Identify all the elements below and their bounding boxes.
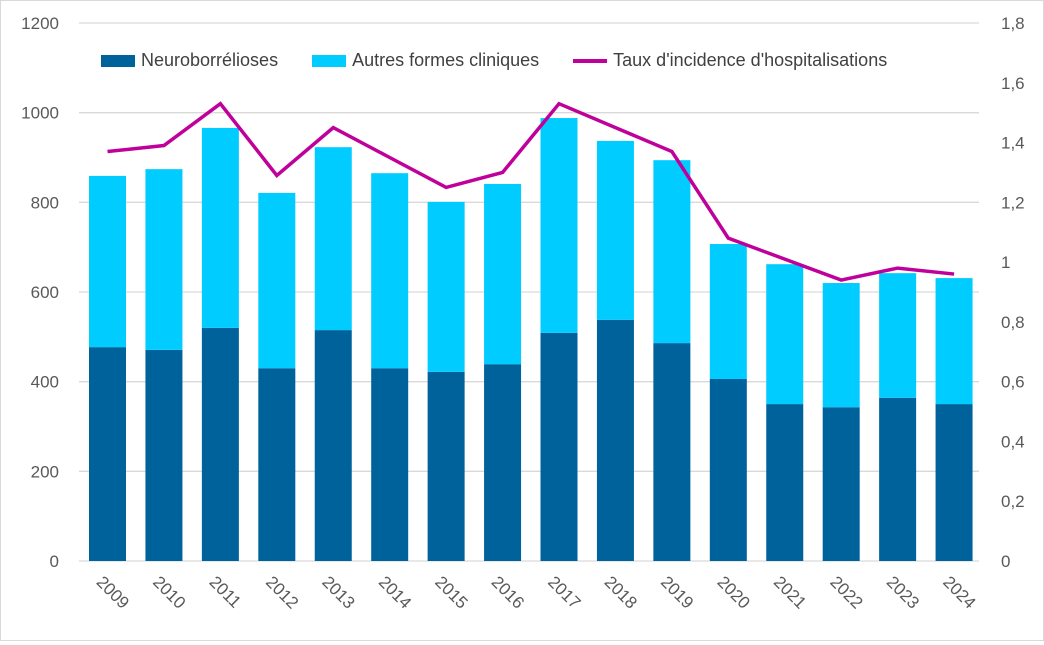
legend-label: Neuroborrélioses [141,50,279,70]
legend-item-neuro: Neuroborrélioses [101,50,278,71]
x-tick-label: 2014 [375,572,415,612]
bar-2018 [596,319,634,561]
bar-2018 [596,140,634,320]
y-right-tick-label: 0,2 [1001,492,1025,511]
bar-2023 [879,397,917,561]
bar-2011 [201,327,239,561]
legend-label: Autres formes cliniques [352,50,540,70]
bar-2022 [822,283,860,408]
bar-2020 [709,244,747,379]
bar-2010 [145,349,183,561]
incidence-line [107,101,955,282]
bar-2012 [258,368,296,561]
bar-2012 [258,192,296,369]
bar-2021 [766,264,804,405]
bar-2019 [653,343,691,561]
y-left-tick-label: 400 [31,373,59,392]
y-right-tick-label: 0,6 [1001,373,1025,392]
y-left-tick-label: 800 [31,193,59,212]
legend-item-autres: Autres formes cliniques [312,50,539,71]
y-right-tick-label: 1,2 [1001,193,1025,212]
x-tick-label: 2021 [770,572,810,612]
y-right-tick-label: 1 [1001,253,1010,272]
x-tick-label: 2024 [939,572,979,612]
bar-2022 [822,407,860,561]
bar-2017 [540,332,578,561]
y-right-tick-label: 1,4 [1001,134,1025,153]
y-left-tick-label: 0 [50,552,59,571]
bar-2014 [371,368,409,561]
y-right-tick-label: 0,4 [1001,432,1025,451]
x-tick-label: 2023 [883,572,923,612]
x-tick-label: 2011 [206,572,245,611]
x-tick-label: 2015 [431,572,471,612]
legend-swatch [101,54,135,67]
x-tick-label: 2018 [601,572,641,612]
bar-2016 [484,364,522,561]
y-left-tick-label: 1200 [21,14,59,33]
y-right-tick-label: 1,6 [1001,74,1025,93]
legend-swatch [312,54,347,67]
bar-2017 [540,118,578,333]
bar-2011 [201,127,239,328]
legend-line [573,58,608,63]
bar-2009 [89,347,126,561]
bar-2020 [709,378,747,561]
bar-2014 [371,173,409,369]
bar-2019 [653,160,691,344]
legend-item-taux: Taux d'incidence d'hospitalisations [573,50,887,71]
x-tick-label: 2017 [544,572,584,612]
bar-2021 [766,404,804,561]
bar-2013 [314,330,352,561]
bar-2024 [935,404,973,561]
bar-2015 [427,371,465,561]
bar-2016 [484,183,522,365]
x-tick-label: 2020 [713,572,753,612]
x-tick-label: 2019 [657,572,697,612]
bar-2024 [935,278,973,405]
x-tick-label: 2016 [488,572,528,612]
legend-label: Taux d'incidence d'hospitalisations [613,50,888,70]
x-tick-label: 2012 [262,572,302,612]
bar-2023 [879,273,917,398]
x-tick-label: 2022 [826,572,866,612]
y-left-tick-label: 1000 [21,104,59,123]
bar-2009 [89,175,126,348]
bar-2015 [427,201,465,372]
x-tick-label: 2013 [318,572,358,612]
y-right-tick-label: 0,8 [1001,313,1025,332]
bar-2013 [314,147,352,331]
legend: Neuroborrélioses Autres formes cliniques… [101,50,887,71]
x-tick-label: 2009 [93,572,133,612]
bar-2010 [145,169,183,350]
y-left-tick-label: 600 [31,283,59,302]
y-right-tick-label: 0 [1001,552,1010,571]
y-left-tick-label: 200 [31,462,59,481]
x-tick-label: 2010 [149,572,189,612]
y-right-tick-label: 1,8 [1001,14,1025,33]
